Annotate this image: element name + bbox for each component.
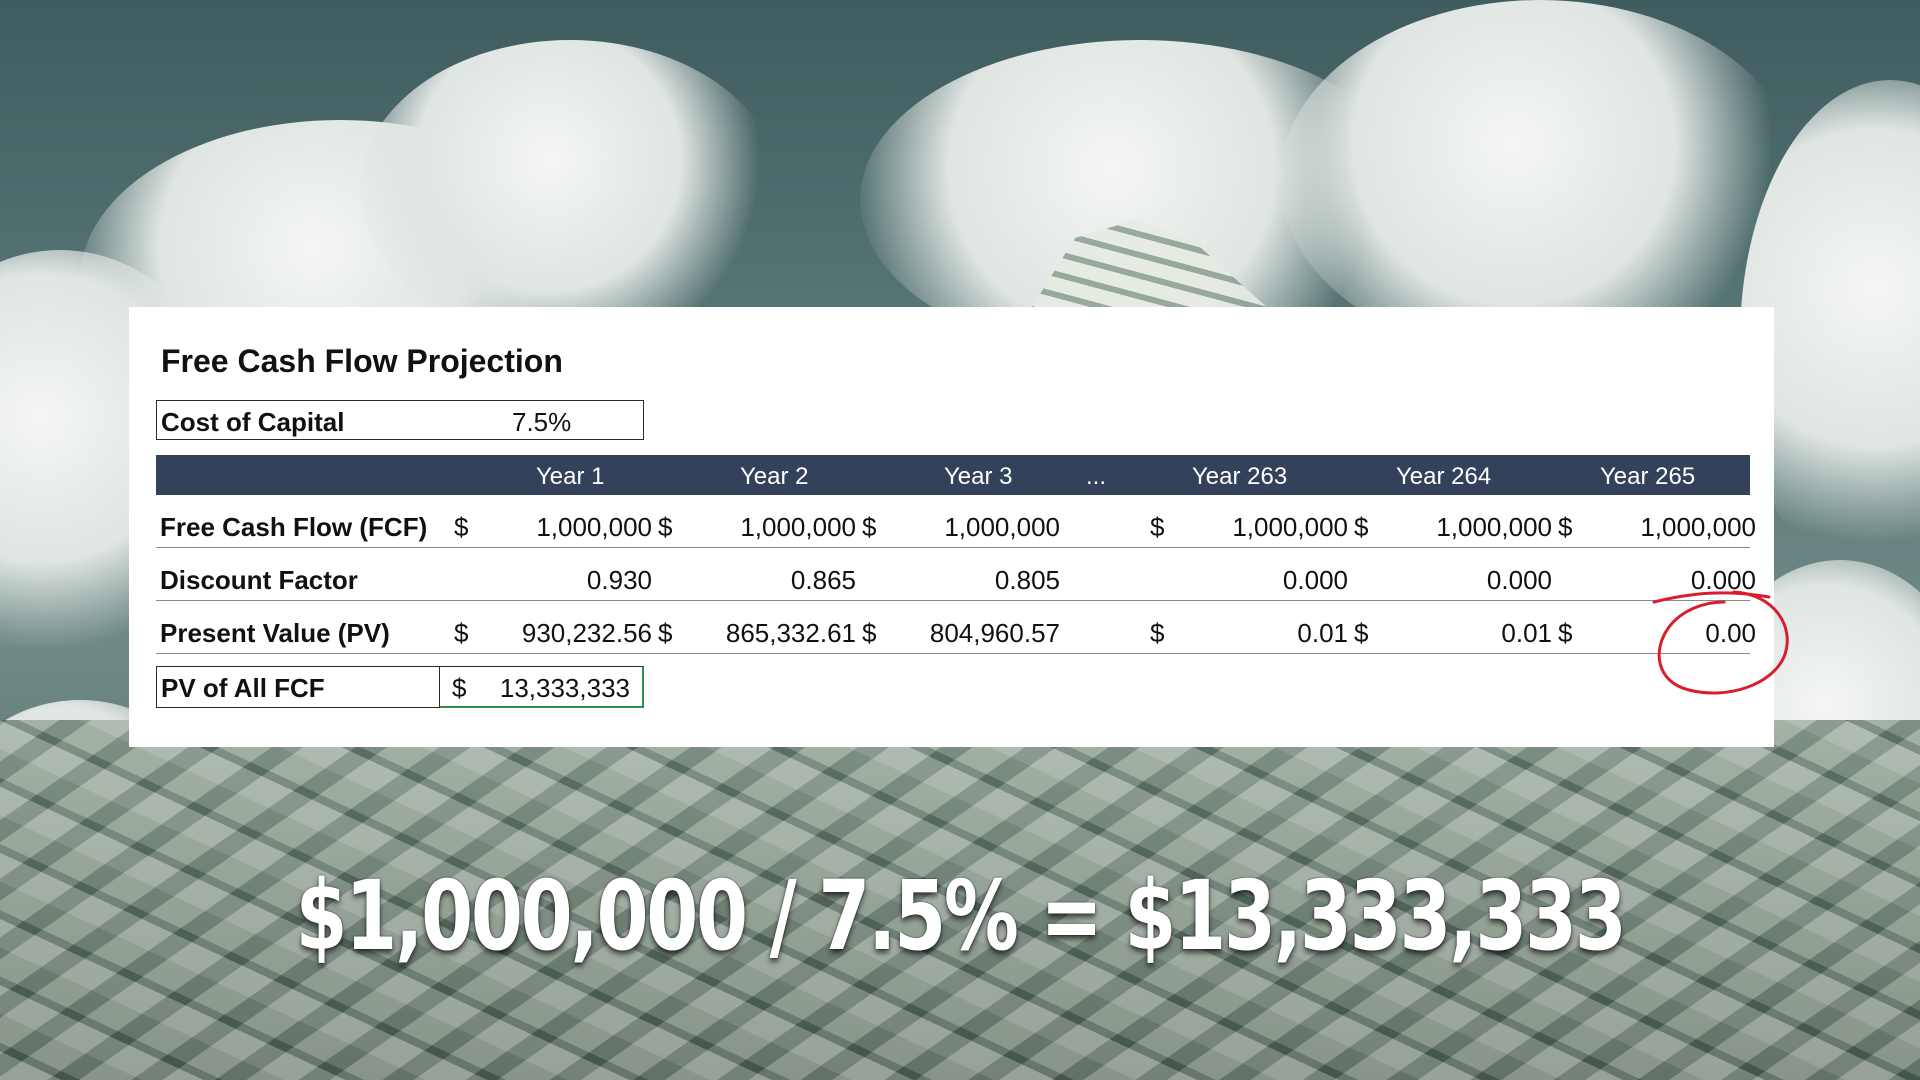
cell-value[interactable]: 0.000 [1690,565,1756,595]
money-pile [0,720,1920,1080]
pv-all-selected-cell[interactable]: $ 13,333,333 [440,666,644,708]
cell-value[interactable]: 0.01 [1501,618,1552,648]
currency-symbol: $ [658,618,673,648]
cell-value[interactable]: 0.000 [1282,565,1348,595]
cell-value[interactable]: 1,000,000 [1640,512,1756,542]
table-row-fcf: Free Cash Flow (FCF) $ 1,000,000 $ 1,000… [156,504,1756,548]
currency-symbol: $ [452,673,467,703]
cell-value[interactable]: 930,232.56 [521,618,652,648]
cell-value[interactable]: 804,960.57 [929,618,1060,648]
currency-symbol: $ [1558,512,1573,542]
currency-symbol: $ [1558,618,1573,648]
col-header: Year 265 [1600,463,1696,490]
cost-of-capital-label: Cost of Capital [161,407,345,437]
pv-of-all-fcf-row: PV of All FCF $ 13,333,333 [156,666,644,708]
cell-value[interactable]: 0.000 [1486,565,1552,595]
cell-value[interactable]: 865,332.61 [725,618,856,648]
col-header: Year 2 [740,463,809,490]
currency-symbol: $ [1150,512,1165,542]
cell-value[interactable]: 0.805 [994,565,1060,595]
spreadsheet-panel: Free Cash Flow Projection Cost of Capita… [129,307,1789,747]
currency-symbol: $ [658,512,673,542]
cell-value[interactable]: 0.01 [1297,618,1348,648]
table-row-present-value: Present Value (PV) $ 930,232.56 $ 865,33… [156,610,1756,654]
cell-value[interactable]: 1,000,000 [740,512,856,542]
col-header: Year 1 [536,463,605,490]
currency-symbol: $ [454,618,469,648]
cell-value[interactable]: 0.00 [1705,618,1756,648]
currency-symbol: $ [454,512,469,542]
column-header-row: Year 1 Year 2 Year 3 ... Year 263 Year 2… [156,455,1750,495]
cell-value[interactable]: 0.865 [790,565,856,595]
currency-symbol: $ [1354,618,1369,648]
currency-symbol: $ [1354,512,1369,542]
currency-symbol: $ [862,618,877,648]
row-label: Present Value (PV) [160,618,390,648]
col-header: Year 264 [1396,463,1492,490]
cell-value[interactable]: 0.930 [586,565,652,595]
cell-value[interactable]: 1,000,000 [1436,512,1552,542]
cell-value[interactable]: 1,000,000 [1232,512,1348,542]
formula-caption: $1,000,000 / 7.5% = $13,333,333 [295,860,1626,972]
cell-value[interactable]: 1,000,000 [536,512,652,542]
col-header: ... [1086,463,1107,490]
cost-of-capital-value[interactable]: 7.5% [512,407,572,437]
col-header: Year 3 [944,463,1013,490]
row-label: Free Cash Flow (FCF) [160,512,428,542]
pv-all-label: PV of All FCF [161,673,325,703]
red-circle-annotation [1652,590,1789,695]
cell-value[interactable]: 1,000,000 [944,512,1060,542]
pv-all-label-cell: PV of All FCF [156,666,440,708]
col-header: Year 263 [1192,463,1288,490]
row-label: Discount Factor [160,565,358,595]
table-row-discount-factor: Discount Factor 0.930 0.865 0.805 0.000 … [156,557,1756,601]
sheet-title: Free Cash Flow Projection [161,343,563,379]
currency-symbol: $ [862,512,877,542]
pv-all-value[interactable]: 13,333,333 [499,673,630,703]
currency-symbol: $ [1150,618,1165,648]
cost-of-capital-row: Cost of Capital 7.5% [156,400,644,440]
